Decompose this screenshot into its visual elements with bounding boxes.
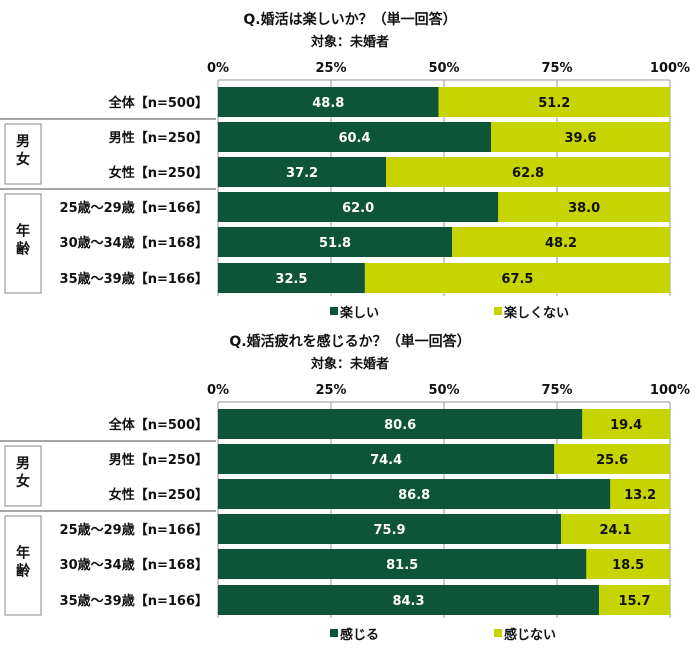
legend-label: 楽しい [339,305,379,321]
category-label: 25歳～29歳【n=166】 [60,522,208,538]
bar-segment-negative [364,263,670,293]
chart-title: Q.婚活は楽しいか？（単一回答） [243,11,456,28]
data-label: 67.5 [501,272,533,287]
bar-segment-negative [586,549,670,579]
bar-segment-positive [218,227,453,257]
bar-segment-negative [498,192,670,222]
legend-swatch [494,307,502,315]
group-box [4,445,42,507]
category-label: 30歳～34歳【n=168】 [60,557,208,573]
category-label: 女性【n=250】 [109,487,208,503]
group-box [4,123,42,185]
bar-segment-negative [610,479,670,509]
data-label: 32.5 [275,272,307,287]
data-label: 62.0 [342,201,374,216]
data-label: 74.4 [370,453,402,468]
x-tick-label: 50% [428,383,459,398]
data-label: 48.8 [312,96,344,111]
category-label: 女性【n=250】 [109,165,208,181]
data-label: 51.2 [538,96,570,111]
category-label: 全体【n=500】 [108,95,208,111]
data-label: 13.2 [624,488,656,503]
data-label: 84.3 [392,594,424,609]
data-label: 81.5 [386,558,418,573]
bar-segment-positive [218,585,600,615]
bar-segment-negative [491,122,670,152]
data-label: 18.5 [612,558,644,573]
x-tick-label: 0% [207,61,229,76]
group-box [4,515,42,616]
bar-segment-negative [438,87,670,117]
category-label: 男性【n=250】 [109,130,208,146]
data-label: 15.7 [618,594,650,609]
category-label: 35歳～39歳【n=166】 [60,593,208,609]
data-label: 86.8 [398,488,430,503]
category-label: 全体【n=500】 [108,417,208,433]
legend-swatch [494,629,502,637]
bar-segment-positive [218,514,562,544]
group-label: 年齢 [16,223,31,258]
bar-segment-negative [386,157,670,187]
bar-segment-negative [452,227,670,257]
group-label: 男女 [16,456,30,490]
category-label: 男性【n=250】 [109,452,208,468]
data-label: 25.6 [596,453,628,468]
bar-segment-positive [218,157,387,187]
data-label: 80.6 [384,418,416,433]
bar-segment-positive [218,409,583,439]
group-label: 年齢 [16,545,31,580]
data-label: 60.4 [338,131,370,146]
bar-segment-positive [218,87,439,117]
bar-segment-positive [218,479,611,509]
data-label: 48.2 [545,236,577,251]
category-label: 25歳～29歳【n=166】 [60,200,208,216]
x-tick-label: 0% [207,383,229,398]
data-label: 62.8 [512,166,544,181]
x-tick-label: 25% [315,383,346,398]
x-tick-label: 50% [428,61,459,76]
x-tick-label: 75% [541,383,572,398]
bar-segment-positive [218,444,555,474]
x-tick-label: 100% [650,61,690,76]
group-label: 男女 [16,134,30,168]
data-label: 37.2 [286,166,318,181]
x-tick-label: 25% [315,61,346,76]
bar-segment-negative [554,444,670,474]
bar-segment-negative [561,514,670,544]
category-label: 35歳～39歳【n=166】 [60,271,208,287]
group-box [4,193,42,294]
bar-segment-positive [218,192,499,222]
data-label: 39.6 [564,131,596,146]
bar-segment-negative [582,409,670,439]
data-label: 38.0 [568,201,600,216]
legend-label: 楽しくない [503,305,569,321]
x-tick-label: 75% [541,61,572,76]
category-label: 30歳～34歳【n=168】 [60,235,208,251]
legend-label: 感じない [504,627,556,643]
legend-swatch [330,629,338,637]
bar-segment-negative [599,585,670,615]
x-tick-label: 100% [650,383,690,398]
bar-segment-positive [218,549,587,579]
bar-segment-positive [218,263,365,293]
chart-subtitle: 対象：未婚者 [310,356,389,372]
data-label: 19.4 [610,418,642,433]
chart-subtitle: 対象：未婚者 [310,34,389,50]
chart-title: Q.婚活疲れを感じるか？（単一回答） [229,333,470,350]
bar-segment-positive [218,122,492,152]
data-label: 51.8 [319,236,351,251]
legend-label: 感じる [340,627,379,643]
data-label: 24.1 [599,523,631,538]
legend-swatch [330,307,338,315]
data-label: 75.9 [373,523,405,538]
